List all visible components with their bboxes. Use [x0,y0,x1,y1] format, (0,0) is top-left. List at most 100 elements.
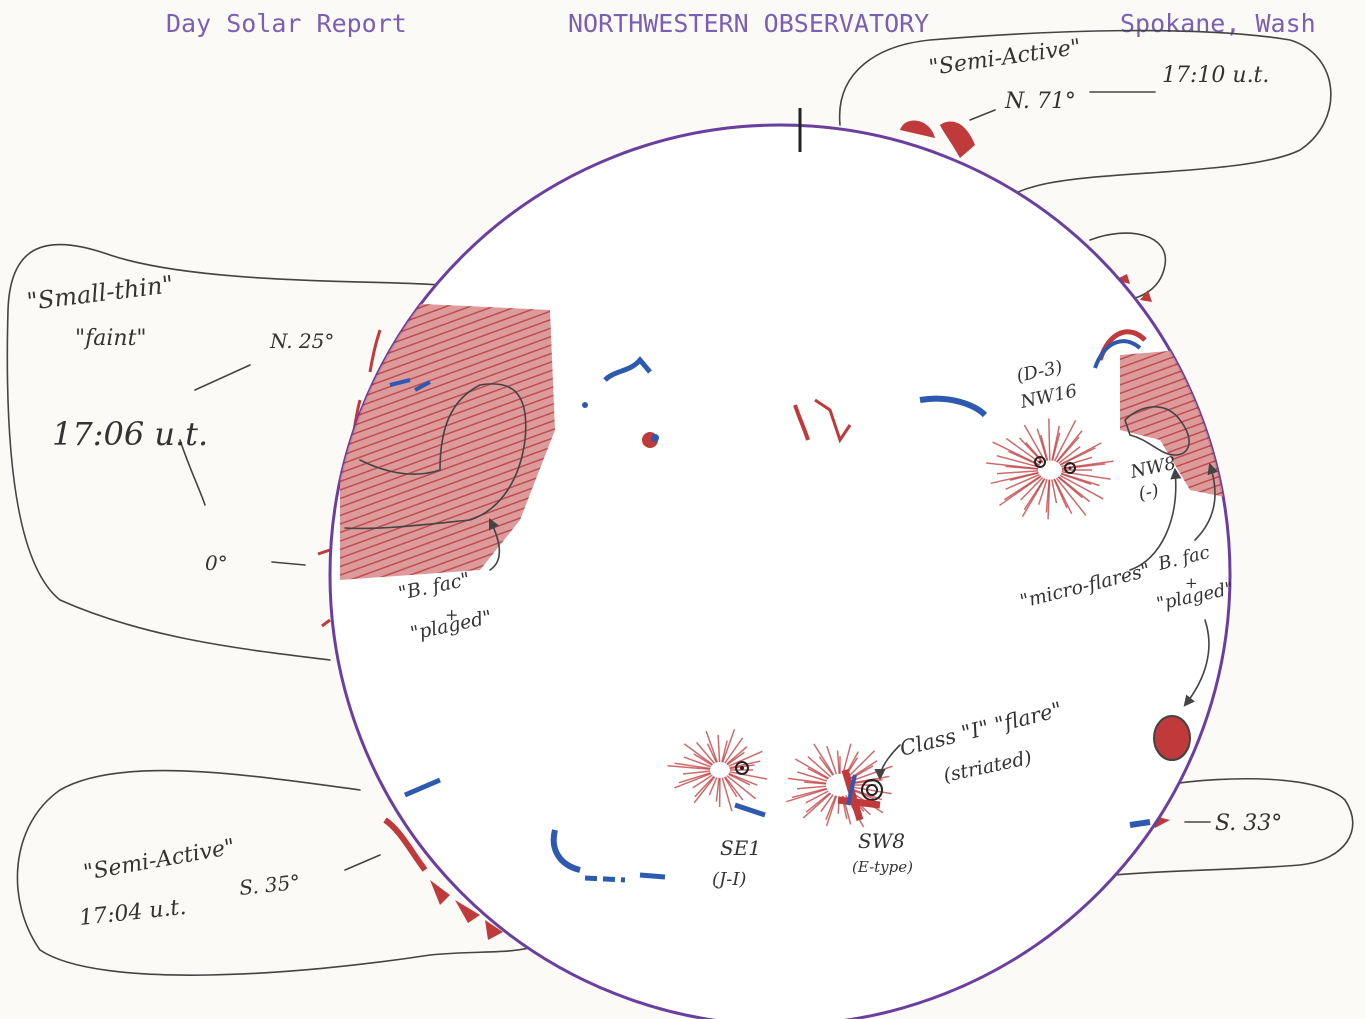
east-prom-time: 17:06 u.t. [52,415,208,453]
spot-ray [693,776,716,804]
spot-ray [726,775,757,800]
southeast-prom-type: "Semi-Active" [82,835,237,886]
spot-ray [805,792,831,813]
west-plage-outline [1124,406,1190,456]
spot-ray [729,760,761,769]
spot-ray [825,795,838,827]
spot-ray [1003,475,1042,501]
spot-ray [726,751,745,766]
spot-ray [1051,432,1061,461]
spot-ray [728,772,758,786]
spot-ray [1055,477,1087,516]
north-prominence-note: "Semi-Active" N. 71° 17:10 u.t. [927,35,1269,114]
spot-ray [1025,442,1044,463]
spot-ray [717,734,721,763]
spot-ray [728,750,763,767]
spot-ray [1023,424,1046,462]
spot-ray [1045,479,1050,513]
solar-disk [328,123,1232,1019]
region-sw8-note: SW8 (E-type) [852,829,913,876]
spot-ray [797,771,828,782]
spot-ray [721,740,728,763]
spot-ray [813,743,835,776]
spot-ray [1040,434,1049,461]
spot-ray [802,792,832,819]
spot-ray [794,758,830,780]
spot-ray [683,743,714,766]
north-prom-time: 17:10 u.t. [1162,63,1269,88]
north-prom-type: "Semi-Active" [927,35,1082,81]
spot-ray [674,772,712,789]
spot-ray [728,773,751,786]
spot-ray [818,756,834,776]
east-prom-zero: 0° [205,551,228,575]
east-prom-position: N. 25° [269,329,334,353]
spot-ray [674,762,711,770]
region-sw8-label: SW8 [858,829,905,853]
spot-ray [1023,478,1046,511]
spot-ray [721,777,733,812]
spot-ray [791,787,827,799]
spot-ray [825,795,837,820]
spot-ray [715,777,720,802]
spot-ray [708,777,718,796]
spot-ray [667,765,711,770]
spot-ray [722,729,736,763]
location-text: Spokane, Wash [1120,9,1316,38]
spot-ray [706,743,718,763]
spot-ray [807,767,829,780]
southwest-callout-outline [1114,777,1354,876]
southeast-callout-outline [16,769,541,976]
region-se1-class: (J-I) [712,869,746,890]
sunspots [735,456,1076,822]
spot-ray [724,776,744,801]
spot-ray [848,750,876,777]
spot-ray [1059,447,1096,466]
report-title: Day Solar Report [166,9,407,38]
north-callout-outline [838,29,1332,196]
disk-filaments [389,329,1191,883]
spot-ray [1005,473,1040,490]
spot-ray [682,770,711,775]
spot-ray [693,753,713,766]
spot-ray [842,743,852,775]
east-plage-outline [344,383,527,530]
spot-ray [678,772,711,784]
spot-ray [796,785,827,790]
spot-ray [805,790,829,804]
spot-ray [996,455,1039,468]
east-prom-brightness: "faint" [75,326,147,351]
spot-ray [683,756,712,768]
spot-ray [986,462,1039,470]
spot-ray [695,741,715,764]
spot-ray [992,441,1041,466]
east-plage-line2: + [445,605,458,624]
east-callout-outline [6,243,441,661]
spot-ray [1056,436,1080,463]
pointer-lines [179,91,1219,871]
sunspot-group-se1 [667,729,768,812]
spot-ray [1053,419,1077,462]
limb-prominences [317,120,1170,940]
spot-ray [820,794,834,813]
spot-ray [804,781,827,785]
southeast-prominence-note: "Semi-Active" 17:04 u.t. S. 35° [78,835,301,931]
spot-ray [1020,477,1044,501]
spot-ray [852,765,893,782]
spot-ray [1053,478,1068,509]
spot-ray [1058,446,1081,464]
observatory-name: NORTHWESTERN OBSERVATORY [568,9,929,38]
spot-ray [850,760,878,779]
spot-ray [724,737,744,764]
spot-ray [807,755,832,778]
southeast-prom-position: S. 35° [238,870,301,900]
east-prom-type: "Small-thin" [25,270,175,316]
spot-ray [1060,473,1092,485]
spot-ray [996,470,1039,475]
spot-ray [692,774,713,789]
region-sw8-class: (E-type) [852,858,913,876]
spot-ray [990,471,1039,485]
spot-ray [786,788,828,803]
